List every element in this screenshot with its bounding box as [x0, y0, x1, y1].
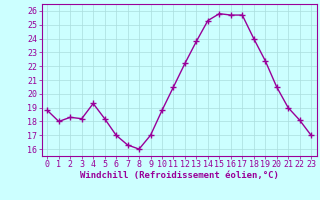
X-axis label: Windchill (Refroidissement éolien,°C): Windchill (Refroidissement éolien,°C): [80, 171, 279, 180]
